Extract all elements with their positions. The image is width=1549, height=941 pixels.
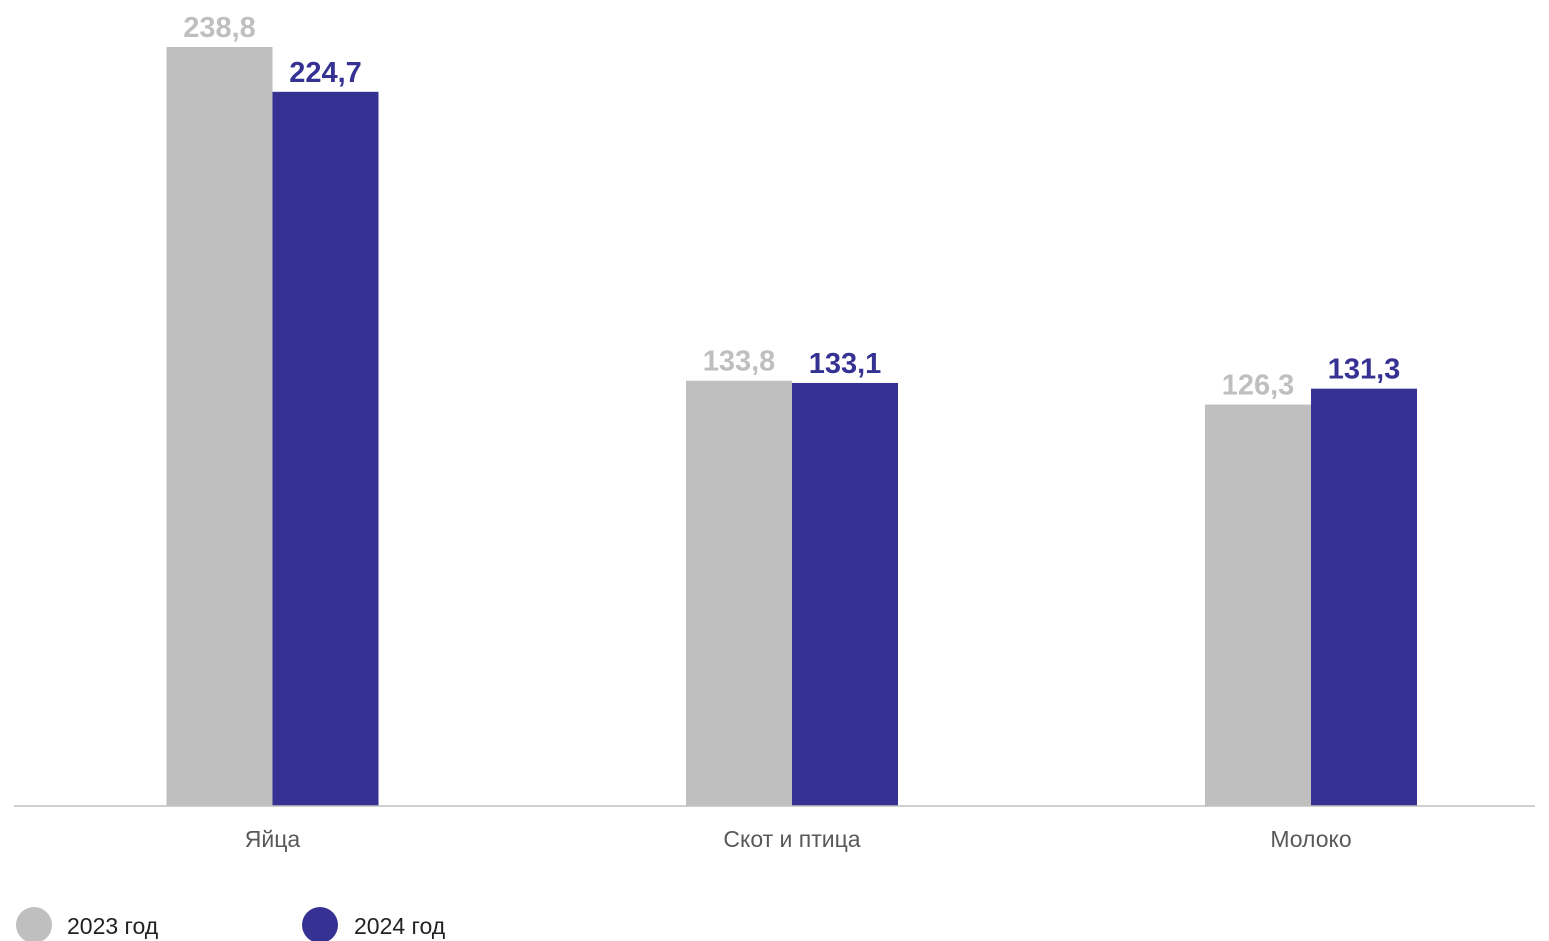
- bar-2023-0: [166, 47, 273, 806]
- category-label-0: Яйца: [245, 826, 301, 852]
- bars-layer: [166, 47, 1417, 807]
- data-label-2023-0: 238,8: [183, 12, 256, 44]
- data-label-2024-1: 133,1: [809, 348, 882, 380]
- bar-2024-2: [1311, 388, 1417, 806]
- data-label-2023-1: 133,8: [703, 346, 776, 378]
- bar-2023-1: [686, 380, 792, 806]
- legend-marker-2024: [302, 907, 338, 941]
- legend-label-2024: 2024 год: [354, 913, 446, 939]
- bar-2024-0: [272, 91, 379, 807]
- bar-2024-1: [792, 382, 898, 806]
- legend-marker-2023: [16, 907, 52, 941]
- data-label-2024-2: 131,3: [1328, 354, 1401, 386]
- data-label-2024-0: 224,7: [289, 57, 362, 89]
- value-labels-layer: 238,8 224,7 133,8 133,1 126,3 131,3: [183, 12, 1400, 402]
- data-label-2023-2: 126,3: [1222, 370, 1295, 402]
- legend-label-2023: 2023 год: [67, 913, 159, 939]
- legend: 2023 год 2024 год: [16, 907, 446, 941]
- category-labels-layer: Яйца Скот и птица Молоко: [245, 826, 1352, 852]
- category-label-2: Молоко: [1270, 826, 1351, 852]
- bar-2023-2: [1205, 404, 1311, 806]
- category-label-1: Скот и птица: [723, 826, 860, 852]
